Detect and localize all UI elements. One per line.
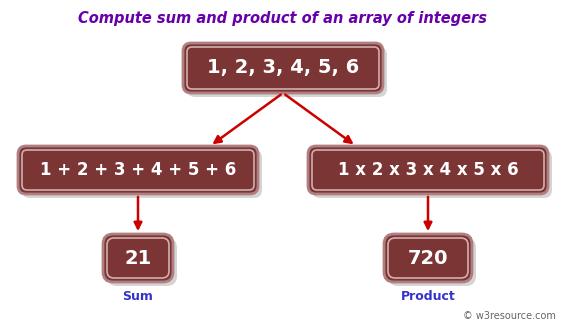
- FancyBboxPatch shape: [308, 146, 548, 194]
- Text: 21: 21: [125, 249, 152, 268]
- Text: Product: Product: [401, 290, 456, 302]
- FancyBboxPatch shape: [22, 150, 262, 198]
- FancyBboxPatch shape: [183, 43, 383, 93]
- Text: 1, 2, 3, 4, 5, 6: 1, 2, 3, 4, 5, 6: [207, 58, 359, 77]
- FancyBboxPatch shape: [107, 238, 177, 286]
- Text: © w3resource.com: © w3resource.com: [463, 311, 556, 321]
- FancyBboxPatch shape: [312, 150, 552, 198]
- Text: 1 x 2 x 3 x 4 x 5 x 6: 1 x 2 x 3 x 4 x 5 x 6: [338, 161, 518, 179]
- Text: 720: 720: [408, 249, 448, 268]
- Text: Sum: Sum: [123, 290, 153, 302]
- FancyBboxPatch shape: [388, 238, 476, 286]
- FancyBboxPatch shape: [187, 47, 387, 97]
- Text: Compute sum and product of an array of integers: Compute sum and product of an array of i…: [79, 10, 487, 26]
- FancyBboxPatch shape: [18, 146, 258, 194]
- FancyBboxPatch shape: [384, 234, 472, 282]
- FancyBboxPatch shape: [103, 234, 173, 282]
- Text: 1 + 2 + 3 + 4 + 5 + 6: 1 + 2 + 3 + 4 + 5 + 6: [40, 161, 236, 179]
